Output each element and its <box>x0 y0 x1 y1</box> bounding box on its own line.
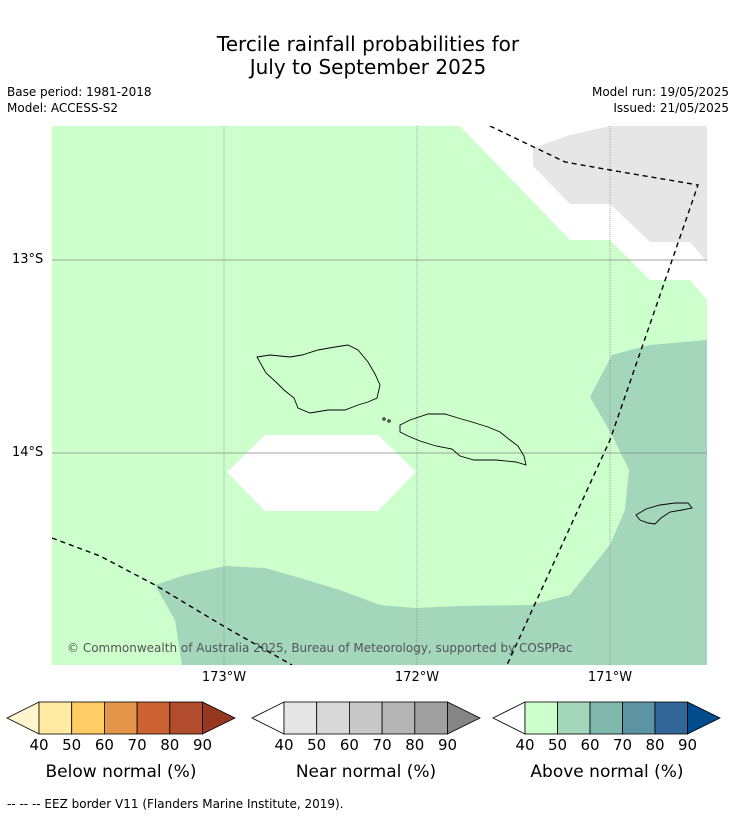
model-name: Model: ACCESS-S2 <box>7 101 119 115</box>
eez-border-north <box>489 126 699 665</box>
cb1-tick: 50 <box>62 736 82 754</box>
cb3-tick: 50 <box>547 736 568 754</box>
cb2-title: Near normal (%) <box>295 762 437 782</box>
cb2-over-triangle <box>447 701 481 735</box>
cb2-bin-1 <box>283 701 318 735</box>
cb1-bin-4 <box>136 701 171 735</box>
cb2-bin-3 <box>348 701 383 735</box>
cb3-tick: 80 <box>645 736 665 754</box>
cb1-over-triangle <box>202 701 236 735</box>
eez-footnote: -- -- -- EEZ border V11 (Flanders Marine… <box>7 797 344 811</box>
tutuila-island <box>635 502 693 525</box>
issued-date: Issued: 21/05/2025 <box>613 101 729 115</box>
cb1-bin-3 <box>104 701 138 735</box>
meta-right: Model run: 19/05/2025 Issued: 21/05/2025 <box>592 84 729 116</box>
cb1-tick: 80 <box>160 736 180 754</box>
cb1-bin-1 <box>38 701 73 735</box>
above-normal-50-60-region-east <box>510 340 707 665</box>
eez-border <box>52 126 699 665</box>
apolima-islet <box>382 417 386 421</box>
cb1-tick: 60 <box>94 736 114 754</box>
cb3-title: Above normal (%) <box>530 762 684 782</box>
cb3-bin-1 <box>524 701 558 735</box>
no-dominant-region-hexagon <box>227 435 416 511</box>
cb3-tick: 90 <box>677 736 698 754</box>
cb3-bin-2 <box>557 701 591 735</box>
cb3-tick: 60 <box>580 736 600 754</box>
cb2-bin-2 <box>316 701 350 735</box>
cb2-bin-4 <box>381 701 416 735</box>
base-period: Base period: 1981-2018 <box>7 85 152 99</box>
cb2-tick: 50 <box>307 736 327 754</box>
map-area <box>52 126 707 665</box>
cb1-tick: 90 <box>192 736 213 754</box>
cb1-tick: 70 <box>127 736 147 754</box>
meta-left: Base period: 1981-2018 Model: ACCESS-S2 <box>7 84 152 116</box>
graticule <box>52 126 707 665</box>
cb1-tick: 40 <box>29 736 49 754</box>
lon-label-172w: 172°W <box>394 670 440 685</box>
colorbar-near-normal <box>251 701 481 735</box>
cb1-under-triangle <box>6 701 40 735</box>
title-line-1: Tercile rainfall probabilities for <box>216 32 520 56</box>
cb1-bin-2 <box>71 701 105 735</box>
copyright-notice: © Commonwealth of Australia 2025, Bureau… <box>67 641 573 655</box>
eez-border-southwest <box>52 537 293 665</box>
cb2-tick: 90 <box>437 736 458 754</box>
colorbar-below-normal <box>6 701 236 735</box>
cb3-bin-3 <box>589 701 623 735</box>
above-normal-50-60-region-south <box>155 545 612 665</box>
cb2-bin-5 <box>414 701 448 735</box>
cb2-tick: 80 <box>405 736 425 754</box>
cb3-bin-4 <box>622 701 656 735</box>
savaii-island <box>256 344 381 414</box>
colorbar-above-normal <box>492 701 721 735</box>
cb3-bin-5 <box>654 701 688 735</box>
cb2-tick: 70 <box>372 736 392 754</box>
model-run: Model run: 19/05/2025 <box>591 85 729 99</box>
lon-label-171w: 171°W <box>587 670 633 685</box>
cb3-tick: 40 <box>515 736 535 754</box>
lat-label-14s: 14°S <box>12 445 44 460</box>
manono-islet <box>387 419 391 423</box>
upolu-island <box>399 413 527 466</box>
cb1-bin-5 <box>169 701 203 735</box>
islands <box>256 344 693 525</box>
cb3-over-triangle <box>687 701 721 735</box>
near-normal-region <box>533 126 707 262</box>
lon-label-173w: 173°W <box>201 670 247 685</box>
cb2-under-triangle <box>251 701 285 735</box>
cb1-title: Below normal (%) <box>45 762 197 782</box>
lat-label-13s: 13°S <box>12 252 44 267</box>
cb2-tick: 40 <box>274 736 294 754</box>
cb3-tick: 70 <box>612 736 633 754</box>
cb2-tick: 60 <box>339 736 359 754</box>
title-line-2: July to September 2025 <box>249 55 487 79</box>
cb3-under-triangle <box>492 701 526 735</box>
